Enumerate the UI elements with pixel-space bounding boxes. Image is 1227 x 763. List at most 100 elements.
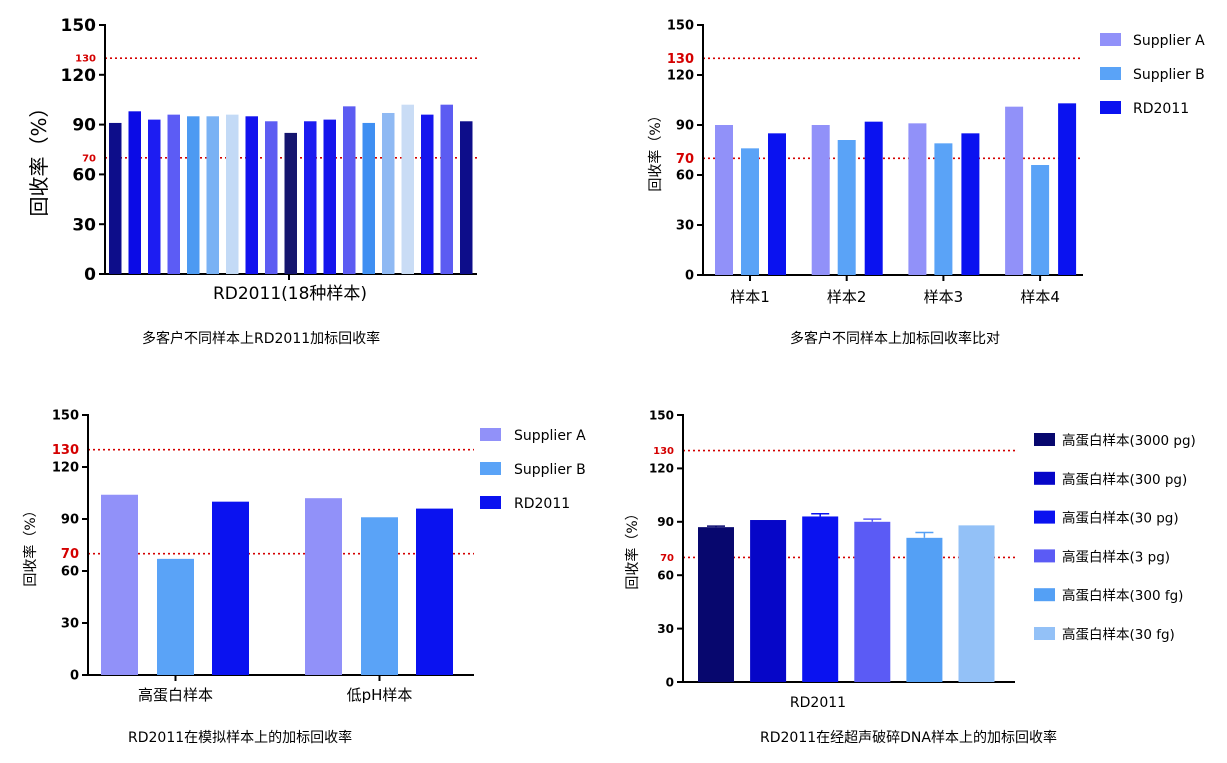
p3-threshold-130-label: 130 <box>52 443 79 458</box>
p1-y-tick-label-30: 30 <box>72 215 96 235</box>
p4-legend-label-6: 高蛋白样本(30 fg) <box>1062 626 1175 643</box>
p2-bar-样本2-rd2011 <box>864 121 883 276</box>
p2-legend-swatch-2 <box>1100 67 1121 80</box>
p3-y-tick-label-0: 0 <box>70 669 79 684</box>
p2-legend-label-3: RD2011 <box>1133 101 1189 117</box>
p3-y-tick-label-30: 30 <box>61 617 79 632</box>
p1-bar-13 <box>343 106 356 274</box>
p2-legend-label-1: Supplier A <box>1133 33 1205 49</box>
p3-legend-swatch-3 <box>480 496 501 509</box>
p2-bar-样本4-rd2011 <box>1058 103 1077 275</box>
p4-bar-1 <box>698 527 734 682</box>
panel-3-caption: RD2011在模拟样本上的加标回收率 <box>128 730 353 746</box>
panel-4-y-axis-label: 回收率（%） <box>624 506 641 589</box>
p3-bar-高蛋白样本-supplier-b <box>157 558 194 675</box>
p2-bar-样本1-supplier-a <box>715 125 733 275</box>
panel-1-caption: 多客户不同样本上RD2011加标回收率 <box>142 331 381 347</box>
p4-legend-swatch-3 <box>1034 510 1055 524</box>
p4-bar-6 <box>958 525 995 682</box>
p3-legend-label-3: RD2011 <box>514 496 570 512</box>
p3-y-tick-label-90: 90 <box>61 513 79 528</box>
p1-threshold-70-label: 70 <box>82 153 96 164</box>
p2-y-tick-label-30: 30 <box>676 219 694 234</box>
p3-x-tick-label-2: 低pH样本 <box>347 686 413 704</box>
p3-bar-低pH样本-rd2011 <box>416 508 453 675</box>
p1-bar-15 <box>382 112 395 274</box>
p2-x-tick-label-4: 样本4 <box>1020 288 1060 306</box>
p4-y-tick-label-0: 0 <box>666 675 674 689</box>
p1-bar-5 <box>187 116 200 274</box>
p4-legend-swatch-4 <box>1034 549 1055 563</box>
panel-1-x-axis-label: RD2011(18种样本) <box>213 284 367 304</box>
p2-threshold-70-label: 70 <box>676 152 694 167</box>
p4-y-tick-label-150: 150 <box>649 408 674 422</box>
p1-bar-18 <box>440 104 453 275</box>
panel-2-recovery-comparison: 回收率（%） 130 70 0 30 60 90 120 150 样本1 样本2 样本3 样本4 Sup… <box>647 19 1205 306</box>
p4-threshold-130-label: 130 <box>653 446 674 457</box>
p3-bar-低pH样本-supplier-a <box>305 498 342 675</box>
p3-x-tick-label-1: 高蛋白样本 <box>138 686 213 704</box>
p2-bar-样本1-rd2011 <box>768 133 786 275</box>
p4-legend-swatch-5 <box>1034 588 1055 602</box>
p1-bar-11 <box>304 121 317 274</box>
p1-bar-17 <box>421 114 434 274</box>
p1-bar-19 <box>460 121 473 274</box>
p1-y-tick-label-150: 150 <box>61 16 97 36</box>
p2-y-tick-label-150: 150 <box>667 19 694 34</box>
p3-y-tick-label-120: 120 <box>52 461 79 476</box>
p2-bar-样本4-supplier-b <box>1031 165 1050 275</box>
p2-threshold-130-label: 130 <box>667 52 694 67</box>
p4-legend-label-4: 高蛋白样本(3 pg) <box>1062 548 1170 565</box>
p2-bar-样本2-supplier-b <box>837 140 856 275</box>
p4-bar-3 <box>802 516 839 682</box>
p1-bar-10 <box>284 132 297 274</box>
panel-4-x-axis-label: RD2011 <box>790 695 846 711</box>
p1-y-tick-label-90: 90 <box>72 116 96 136</box>
p2-bar-样本4-supplier-a <box>1005 106 1024 276</box>
p2-bar-样本3-supplier-a <box>908 123 927 275</box>
p1-y-tick-label-60: 60 <box>72 166 96 186</box>
p3-bar-高蛋白样本-rd2011 <box>212 501 249 675</box>
p1-bar-3 <box>148 119 161 275</box>
p1-bar-14 <box>362 122 375 274</box>
p3-y-tick-label-60: 60 <box>61 565 79 580</box>
p1-bar-16 <box>401 104 414 275</box>
panel-1-y-axis-label: 回收率（%） <box>27 97 51 216</box>
p2-x-tick-label-2: 样本2 <box>827 288 867 306</box>
p1-bar-1 <box>109 122 122 274</box>
p2-bar-样本1-supplier-b <box>741 148 759 275</box>
panel-3-y-axis-label: 回收率（%） <box>22 503 39 586</box>
p1-bar-2 <box>128 111 141 274</box>
p3-legend-label-1: Supplier A <box>514 428 586 444</box>
p2-x-tick-label-1: 样本1 <box>730 288 770 306</box>
p4-legend-swatch-6 <box>1034 627 1055 640</box>
p2-legend-swatch-1 <box>1100 33 1121 46</box>
p2-y-tick-label-90: 90 <box>676 119 694 134</box>
p4-y-tick-label-120: 120 <box>649 462 674 476</box>
p1-bar-4 <box>167 114 180 274</box>
p1-threshold-130-label: 130 <box>75 54 96 65</box>
p4-legend-label-5: 高蛋白样本(300 fg) <box>1062 587 1183 604</box>
p2-x-tick-label-3: 样本3 <box>924 288 964 306</box>
p4-bar-4 <box>854 521 891 682</box>
p3-legend-swatch-1 <box>480 428 501 441</box>
p2-bar-样本2-supplier-a <box>811 125 830 275</box>
p4-y-tick-label-30: 30 <box>657 622 674 636</box>
p1-y-tick-label-120: 120 <box>61 66 97 86</box>
p2-y-tick-label-120: 120 <box>667 69 694 84</box>
panel-1-recovery-18-samples: 回收率（%） RD2011(18种样本) 130 70 0 30 60 90 120 150 <box>27 16 477 304</box>
p4-legend-label-1: 高蛋白样本(3000 pg) <box>1062 432 1196 449</box>
p1-bar-6 <box>206 116 219 274</box>
p4-y-tick-label-90: 90 <box>657 515 674 529</box>
p4-legend-swatch-1 <box>1034 433 1055 446</box>
p4-bar-5 <box>906 537 943 682</box>
p1-bar-9 <box>265 121 278 274</box>
p4-legend-label-2: 高蛋白样本(300 pg) <box>1062 471 1187 488</box>
p4-threshold-70-label: 70 <box>660 553 674 564</box>
p3-legend-swatch-2 <box>480 462 501 475</box>
panel-2-caption: 多客户不同样本上加标回收率比对 <box>790 331 1000 347</box>
p1-y-tick-label-0: 0 <box>84 265 96 285</box>
p1-bar-7 <box>226 114 239 274</box>
p2-y-tick-label-60: 60 <box>676 169 694 184</box>
